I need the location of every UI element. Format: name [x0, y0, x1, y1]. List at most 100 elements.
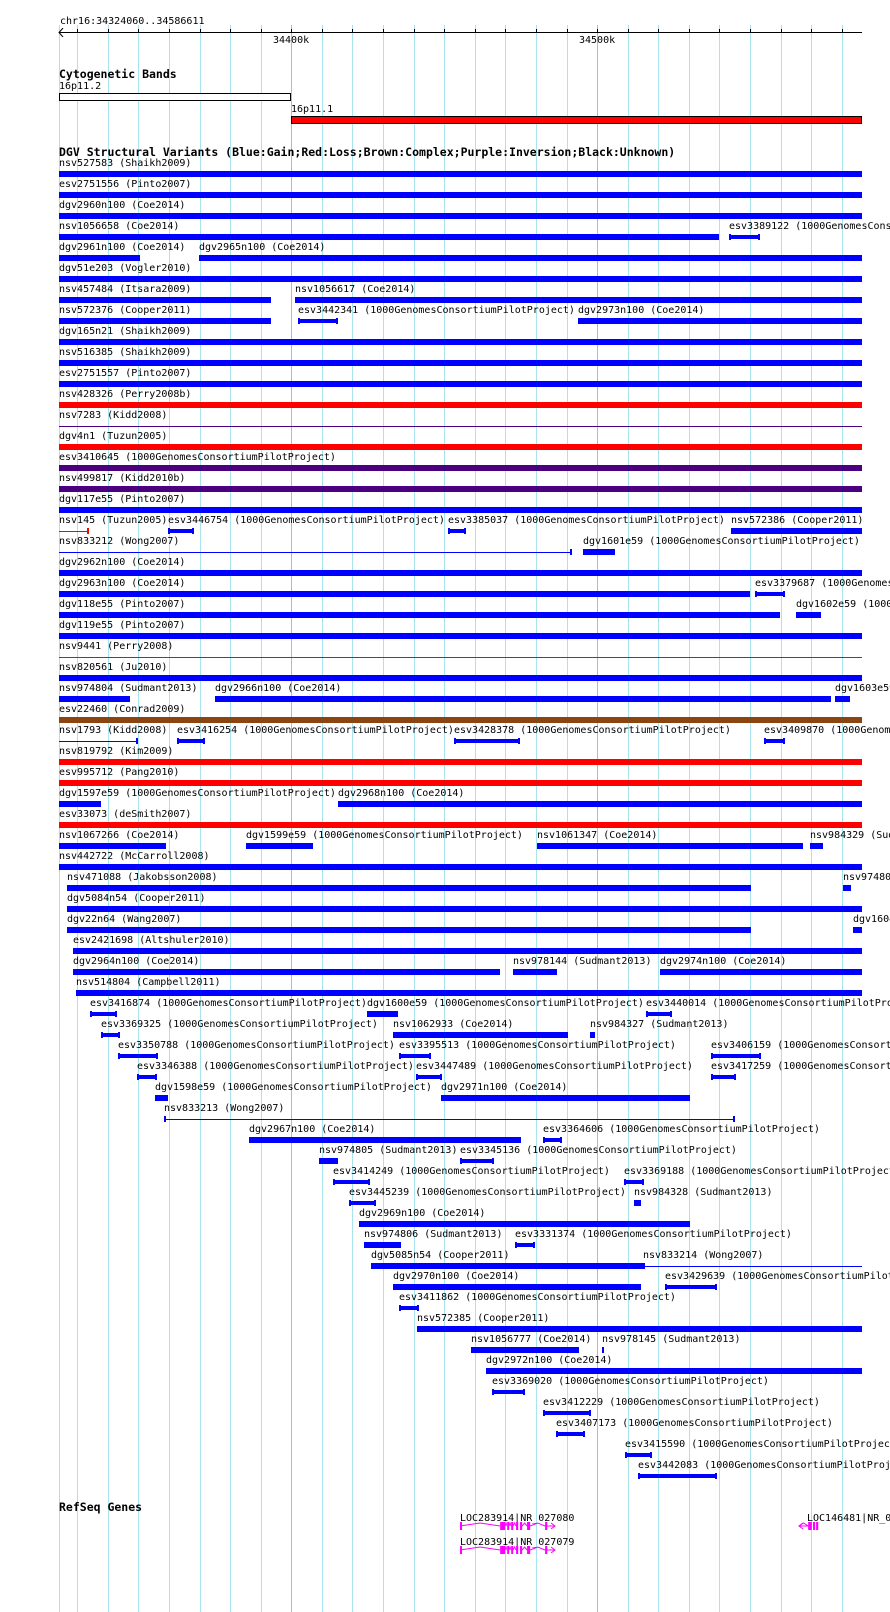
variant-bar[interactable] — [155, 1095, 168, 1101]
variant-bar[interactable] — [665, 1284, 717, 1290]
variant-bar[interactable] — [59, 570, 862, 576]
gene-label[interactable]: LOC283914|NR_027080 — [460, 1513, 575, 1524]
variant-bar[interactable] — [215, 696, 831, 702]
variant-bar[interactable] — [543, 1410, 591, 1416]
variant-bar[interactable] — [59, 360, 862, 366]
variant-bar[interactable] — [118, 1053, 158, 1059]
variant-bar[interactable] — [59, 780, 862, 786]
variant-bar[interactable] — [295, 297, 862, 303]
variant-bar[interactable] — [59, 255, 140, 261]
variant-bar[interactable] — [59, 465, 862, 471]
variant-bar[interactable] — [59, 633, 862, 639]
variant-bar[interactable] — [59, 234, 719, 240]
variant-bar[interactable] — [393, 1032, 568, 1038]
refseq-track-title[interactable]: RefSeq Genes — [59, 1500, 143, 1514]
left-arrow-icon[interactable] — [58, 28, 66, 37]
variant-bar[interactable] — [367, 1011, 398, 1017]
variant-bar[interactable] — [59, 507, 862, 513]
variant-bar[interactable] — [843, 885, 851, 891]
variant-bar[interactable] — [578, 318, 862, 324]
variant-bar[interactable] — [537, 843, 803, 849]
gene-model[interactable] — [0, 1519, 890, 1533]
variant-bar[interactable] — [764, 738, 785, 744]
variant-line[interactable] — [59, 426, 862, 427]
variant-bar[interactable] — [638, 1473, 717, 1479]
variant-bar[interactable] — [59, 717, 862, 723]
cytoband-track-title[interactable]: Cytogenetic Bands — [59, 67, 177, 81]
variant-bar[interactable] — [448, 528, 466, 534]
variant-bar[interactable] — [59, 759, 862, 765]
variant-bar[interactable] — [73, 969, 500, 975]
variant-bar[interactable] — [416, 1074, 442, 1080]
cytoband[interactable] — [59, 93, 291, 101]
variant-bar[interactable] — [486, 1368, 862, 1374]
variant-line[interactable] — [59, 741, 138, 742]
variant-bar[interactable] — [634, 1200, 641, 1206]
variant-bar[interactable] — [67, 885, 751, 891]
variant-bar[interactable] — [543, 1137, 562, 1143]
variant-bar[interactable] — [59, 675, 862, 681]
variant-bar[interactable] — [590, 1032, 595, 1038]
variant-bar[interactable] — [853, 927, 862, 933]
variant-bar[interactable] — [73, 948, 862, 954]
variant-bar[interactable] — [76, 990, 862, 996]
variant-bar[interactable] — [711, 1074, 736, 1080]
variant-bar[interactable] — [59, 864, 862, 870]
variant-bar[interactable] — [199, 255, 862, 261]
variant-bar[interactable] — [729, 234, 760, 240]
variant-bar[interactable] — [646, 1011, 672, 1017]
variant-bar[interactable] — [624, 1179, 644, 1185]
variant-bar[interactable] — [371, 1263, 643, 1269]
variant-bar[interactable] — [59, 381, 862, 387]
dgv-track-title[interactable]: DGV Structural Variants (Blue:Gain;Red:L… — [59, 145, 676, 159]
variant-bar[interactable] — [399, 1053, 431, 1059]
variant-bar[interactable] — [492, 1389, 525, 1395]
variant-bar[interactable] — [59, 171, 862, 177]
variant-bar[interactable] — [298, 318, 338, 324]
variant-bar[interactable] — [731, 528, 862, 534]
variant-bar[interactable] — [59, 318, 271, 324]
gene-model[interactable] — [0, 1543, 890, 1557]
variant-bar[interactable] — [177, 738, 205, 744]
variant-bar[interactable] — [338, 801, 862, 807]
variant-line[interactable] — [59, 552, 572, 553]
variant-bar[interactable] — [59, 276, 862, 282]
variant-bar[interactable] — [471, 1347, 579, 1353]
variant-bar[interactable] — [59, 801, 101, 807]
variant-bar[interactable] — [349, 1200, 376, 1206]
variant-bar[interactable] — [59, 822, 862, 828]
variant-bar[interactable] — [59, 696, 130, 702]
variant-line[interactable] — [164, 1119, 735, 1120]
gene-label[interactable]: LOC146481|NR_0 — [807, 1513, 890, 1524]
variant-line[interactable] — [59, 531, 89, 532]
variant-bar[interactable] — [59, 339, 862, 345]
gene-label[interactable]: LOC283914|NR_027079 — [460, 1537, 575, 1548]
variant-bar[interactable] — [660, 969, 862, 975]
variant-bar[interactable] — [602, 1347, 604, 1353]
variant-line[interactable] — [59, 657, 862, 658]
variant-bar[interactable] — [399, 1305, 419, 1311]
variant-bar[interactable] — [59, 297, 271, 303]
cytoband[interactable] — [291, 116, 862, 124]
variant-bar[interactable] — [333, 1179, 370, 1185]
variant-bar[interactable] — [810, 843, 823, 849]
variant-bar[interactable] — [359, 1221, 690, 1227]
variant-bar[interactable] — [101, 1032, 120, 1038]
variant-bar[interactable] — [137, 1074, 157, 1080]
variant-bar[interactable] — [513, 969, 557, 975]
variant-bar[interactable] — [59, 213, 862, 219]
variant-bar[interactable] — [90, 1011, 117, 1017]
variant-bar[interactable] — [246, 843, 313, 849]
variant-bar[interactable] — [796, 612, 821, 618]
variant-bar[interactable] — [59, 591, 750, 597]
variant-bar[interactable] — [59, 843, 166, 849]
variant-bar[interactable] — [67, 927, 751, 933]
variant-bar[interactable] — [441, 1095, 690, 1101]
variant-bar[interactable] — [59, 192, 862, 198]
gene-model[interactable] — [0, 1519, 890, 1533]
variant-bar[interactable] — [67, 906, 862, 912]
variant-bar[interactable] — [417, 1326, 862, 1332]
variant-bar[interactable] — [59, 402, 862, 408]
variant-bar[interactable] — [460, 1158, 494, 1164]
variant-bar[interactable] — [515, 1242, 535, 1248]
